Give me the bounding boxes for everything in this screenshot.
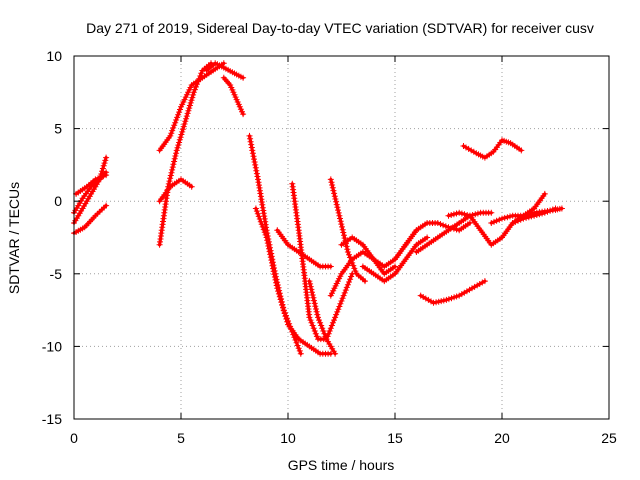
- data-point-markers: [156, 176, 195, 205]
- data-point-markers: [460, 137, 525, 161]
- series-track-25: [460, 137, 525, 161]
- data-point-markers: [203, 60, 247, 81]
- x-tick-label: 0: [70, 430, 78, 446]
- series-track-04: [73, 172, 110, 197]
- data-point-markers: [327, 176, 368, 285]
- y-axis-label: SDTVAR / TECUs: [6, 182, 22, 294]
- series-track-14: [327, 176, 368, 285]
- series-track-08: [203, 60, 247, 81]
- series-track-23: [509, 205, 559, 226]
- series-track-09: [220, 74, 247, 118]
- series-track-18: [359, 234, 431, 285]
- series-track-24: [417, 278, 488, 306]
- series-track-07: [156, 176, 195, 205]
- series-track-11: [252, 205, 334, 357]
- data-point-markers: [306, 278, 339, 357]
- y-tick-label: -10: [42, 338, 62, 354]
- data-point-markers: [252, 205, 334, 357]
- y-tick-label: -15: [42, 411, 62, 427]
- x-tick-label: 25: [601, 430, 617, 446]
- chart-title: Day 271 of 2019, Sidereal Day-to-day VTE…: [86, 20, 594, 36]
- data-point-markers: [274, 227, 334, 270]
- data-point-markers: [289, 180, 356, 343]
- data-point-markers: [413, 209, 495, 255]
- series-track-06: [156, 60, 227, 154]
- series-track-12: [289, 180, 356, 343]
- data-point-markers: [359, 234, 431, 285]
- series-track-13: [306, 278, 339, 357]
- x-tick-label: 5: [177, 430, 185, 446]
- data-point-markers: [156, 60, 227, 154]
- y-tick-label: 5: [54, 121, 62, 137]
- plot-frame: [73, 55, 610, 420]
- x-tick-label: 10: [280, 430, 296, 446]
- data-point-markers: [509, 205, 559, 226]
- y-tick-label: 0: [54, 193, 62, 209]
- series-line: [158, 177, 194, 203]
- data-point-markers: [220, 74, 247, 118]
- y-tick-label: 10: [46, 48, 62, 64]
- y-tick-label: -5: [50, 266, 63, 282]
- x-axis-label: GPS time / hours: [288, 457, 395, 473]
- series-track-20: [413, 209, 495, 255]
- data-point-markers: [417, 278, 488, 306]
- data-point-markers: [73, 172, 110, 197]
- series-track-03: [71, 202, 110, 237]
- x-tick-label: 20: [494, 430, 510, 446]
- series-track-17: [327, 249, 398, 299]
- data-point-markers: [327, 249, 398, 299]
- x-tick-label: 15: [387, 430, 403, 446]
- axis-ticks: 0 5 10 15 20 25 -15 -10 -5 0 5 10: [42, 48, 617, 446]
- series-track-15: [274, 227, 334, 270]
- data-series: [71, 60, 565, 357]
- grid-lines: [74, 56, 609, 419]
